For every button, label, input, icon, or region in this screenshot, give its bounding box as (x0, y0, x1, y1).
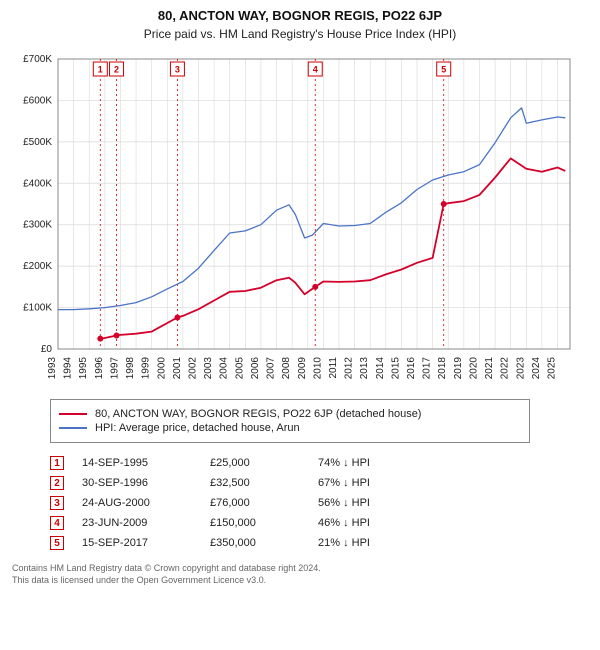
svg-text:2008: 2008 (281, 357, 292, 380)
svg-text:£700K: £700K (23, 54, 52, 65)
svg-text:£500K: £500K (23, 137, 52, 148)
tx-date: 23-JUN-2009 (82, 517, 192, 529)
tx-price: £25,000 (210, 457, 300, 469)
tx-delta: 21% ↓ HPI (318, 537, 530, 549)
legend-swatch (59, 427, 87, 428)
chart-title: 80, ANCTON WAY, BOGNOR REGIS, PO22 6JP (10, 8, 590, 23)
svg-text:2000: 2000 (156, 357, 167, 380)
svg-text:2005: 2005 (234, 357, 245, 380)
svg-text:2017: 2017 (422, 357, 433, 380)
transaction-table: 1 14-SEP-1995 £25,000 74% ↓ HPI 2 30-SEP-1996… (50, 453, 530, 553)
tx-marker-icon: 1 (50, 456, 64, 470)
svg-text:2010: 2010 (312, 357, 323, 380)
svg-text:2002: 2002 (187, 357, 198, 380)
footer-line-1: Contains HM Land Registry data © Crown c… (12, 563, 590, 575)
tx-price: £350,000 (210, 537, 300, 549)
svg-text:1: 1 (98, 65, 103, 75)
tx-row: 3 24-AUG-2000 £76,000 56% ↓ HPI (50, 493, 530, 513)
footer-line-2: This data is licensed under the Open Gov… (12, 575, 590, 587)
tx-marker-icon: 3 (50, 496, 64, 510)
chart-subtitle: Price paid vs. HM Land Registry's House … (10, 27, 590, 41)
svg-text:1997: 1997 (109, 357, 120, 380)
svg-text:2003: 2003 (203, 357, 214, 380)
svg-text:£300K: £300K (23, 220, 52, 231)
svg-text:2022: 2022 (500, 357, 511, 380)
tx-marker-icon: 2 (50, 476, 64, 490)
svg-text:4: 4 (313, 65, 318, 75)
svg-text:2009: 2009 (297, 357, 308, 380)
tx-row: 4 23-JUN-2009 £150,000 46% ↓ HPI (50, 513, 530, 533)
tx-price: £76,000 (210, 497, 300, 509)
svg-text:2016: 2016 (406, 357, 417, 380)
tx-row: 1 14-SEP-1995 £25,000 74% ↓ HPI (50, 453, 530, 473)
sale-point-4 (312, 284, 318, 290)
series-hpi (58, 108, 565, 310)
svg-text:2007: 2007 (266, 357, 277, 380)
svg-text:2018: 2018 (437, 357, 448, 380)
svg-text:£0: £0 (41, 344, 53, 355)
svg-text:2013: 2013 (359, 357, 370, 380)
svg-text:2014: 2014 (375, 357, 386, 380)
svg-text:£600K: £600K (23, 95, 52, 106)
tx-price: £32,500 (210, 477, 300, 489)
tx-row: 5 15-SEP-2017 £350,000 21% ↓ HPI (50, 533, 530, 553)
svg-text:5: 5 (441, 65, 446, 75)
svg-text:2021: 2021 (484, 357, 495, 380)
sale-point-5 (441, 201, 447, 207)
tx-date: 24-AUG-2000 (82, 497, 192, 509)
tx-delta: 46% ↓ HPI (318, 517, 530, 529)
svg-text:1998: 1998 (125, 357, 136, 380)
tx-date: 14-SEP-1995 (82, 457, 192, 469)
sale-point-1 (97, 336, 103, 342)
svg-text:2012: 2012 (344, 357, 355, 380)
chart-svg: £0 £100K £200K £300K £400K £500K £600K £700K 199… (10, 49, 580, 389)
svg-text:2011: 2011 (328, 357, 339, 379)
svg-text:2015: 2015 (390, 357, 401, 380)
tx-price: £150,000 (210, 517, 300, 529)
sale-point-3 (174, 315, 180, 321)
svg-text:2023: 2023 (515, 357, 526, 380)
svg-text:1996: 1996 (94, 357, 105, 380)
legend-label: HPI: Average price, detached house, Arun (95, 422, 300, 434)
svg-text:£400K: £400K (23, 178, 52, 189)
svg-text:2: 2 (114, 65, 119, 75)
svg-text:2019: 2019 (453, 357, 464, 380)
tx-delta: 67% ↓ HPI (318, 477, 530, 489)
svg-text:2001: 2001 (172, 357, 183, 380)
svg-text:2004: 2004 (219, 357, 230, 380)
legend-row: 80, ANCTON WAY, BOGNOR REGIS, PO22 6JP (… (59, 408, 521, 420)
series-property (100, 158, 565, 338)
legend-row: HPI: Average price, detached house, Arun (59, 422, 521, 434)
legend: 80, ANCTON WAY, BOGNOR REGIS, PO22 6JP (… (50, 399, 530, 443)
attribution-footer: Contains HM Land Registry data © Crown c… (12, 563, 590, 586)
svg-text:£200K: £200K (23, 261, 52, 272)
sale-point-2 (114, 333, 120, 339)
svg-text:3: 3 (175, 65, 180, 75)
svg-text:2024: 2024 (531, 357, 542, 380)
svg-text:£100K: £100K (23, 303, 52, 314)
tx-delta: 74% ↓ HPI (318, 457, 530, 469)
svg-text:1995: 1995 (78, 357, 89, 380)
svg-text:1999: 1999 (141, 357, 152, 380)
tx-marker-icon: 4 (50, 516, 64, 530)
legend-swatch (59, 413, 87, 415)
svg-text:2020: 2020 (468, 357, 479, 380)
tx-marker-icon: 5 (50, 536, 64, 550)
tx-delta: 56% ↓ HPI (318, 497, 530, 509)
svg-text:1994: 1994 (63, 357, 74, 380)
legend-label: 80, ANCTON WAY, BOGNOR REGIS, PO22 6JP (… (95, 408, 421, 420)
tx-row: 2 30-SEP-1996 £32,500 67% ↓ HPI (50, 473, 530, 493)
tx-date: 30-SEP-1996 (82, 477, 192, 489)
price-chart: £0 £100K £200K £300K £400K £500K £600K £700K 199… (10, 49, 590, 389)
svg-text:1993: 1993 (47, 357, 58, 380)
tx-date: 15-SEP-2017 (82, 537, 192, 549)
svg-text:2006: 2006 (250, 357, 261, 380)
svg-text:2025: 2025 (547, 357, 558, 380)
